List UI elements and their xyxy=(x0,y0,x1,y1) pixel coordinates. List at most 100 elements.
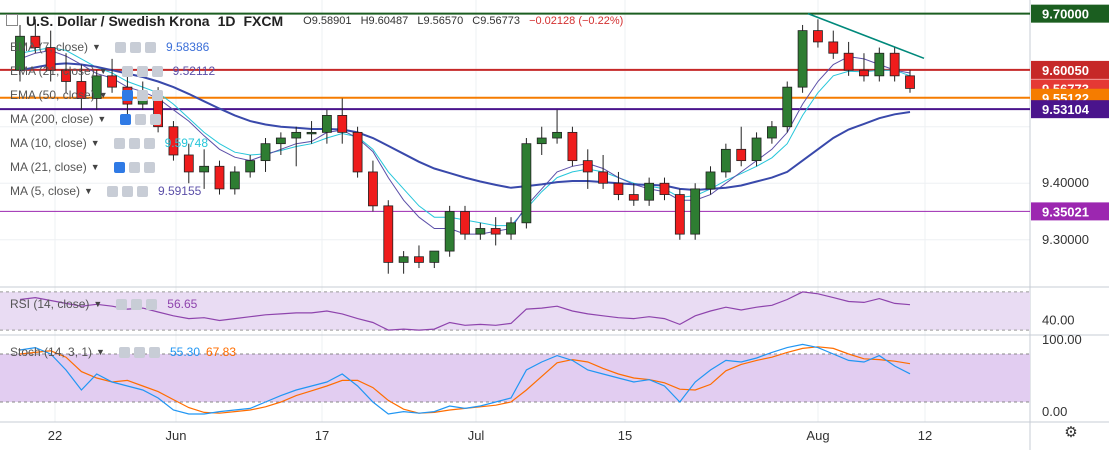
eye-icon[interactable] xyxy=(113,161,125,173)
candle xyxy=(736,126,747,167)
chevron-down-icon[interactable]: ▼ xyxy=(97,114,107,124)
candle xyxy=(183,143,194,184)
candle xyxy=(797,24,808,93)
stoch-d-value: 67.83 xyxy=(206,345,237,359)
candle xyxy=(521,138,532,229)
bull-candle-body xyxy=(245,160,256,173)
close-icon[interactable] xyxy=(146,298,158,310)
price-level-tag xyxy=(1031,4,1109,23)
gear-icon[interactable] xyxy=(129,41,141,53)
chevron-down-icon[interactable]: ▼ xyxy=(98,90,108,100)
ohlc-low: L9.56570 xyxy=(417,15,464,27)
eye-icon[interactable] xyxy=(114,41,126,53)
close-icon[interactable] xyxy=(144,41,156,53)
time-tick-label: Jul xyxy=(468,428,485,443)
price-level-tag xyxy=(1031,60,1109,79)
price-axis: 9.300009.400009.700009.600509.567739.551… xyxy=(1031,4,1109,419)
eye-icon[interactable] xyxy=(118,346,130,358)
indicator-row: MA (21, close) ▼ xyxy=(0,158,165,176)
chevron-down-icon[interactable]: ▼ xyxy=(96,347,105,357)
price-level-text: 9.60050 xyxy=(1042,63,1089,78)
candle xyxy=(720,143,731,178)
candle xyxy=(843,41,854,76)
symbol-name: U.S. Dollar / Swedish Krona xyxy=(26,13,210,29)
time-tick-label: Aug xyxy=(806,428,829,443)
bull-candle-body xyxy=(444,211,455,252)
chevron-down-icon[interactable]: ▼ xyxy=(90,162,100,172)
gear-icon[interactable] xyxy=(135,113,147,125)
price-level-tag xyxy=(1031,202,1109,221)
collapse-legend-button[interactable] xyxy=(6,14,18,26)
candle xyxy=(598,154,609,189)
gear-icon[interactable] xyxy=(131,298,143,310)
eye-icon[interactable] xyxy=(121,89,133,101)
candle xyxy=(506,217,516,240)
rsi-tick-label: 40.00 xyxy=(1042,313,1075,328)
settings-gear-icon[interactable]: ⚙ xyxy=(1064,424,1078,441)
chevron-down-icon[interactable]: ▼ xyxy=(93,299,103,309)
bear-candle-body xyxy=(813,30,823,43)
bull-candle-body xyxy=(552,131,562,139)
candle xyxy=(444,205,455,257)
eye-icon[interactable] xyxy=(120,113,132,125)
chevron-down-icon[interactable]: ▼ xyxy=(90,138,100,148)
indicator-value: 9.52112 xyxy=(172,64,216,78)
close-icon[interactable] xyxy=(150,113,162,125)
price-level-label: 9.60050 xyxy=(1031,60,1109,79)
bear-candle-body xyxy=(567,131,578,162)
stoch-pane xyxy=(0,343,1030,415)
candle xyxy=(859,53,869,82)
bull-candle-body xyxy=(229,171,240,190)
indicator-row: MA (5, close) ▼ 9.59155 xyxy=(0,182,201,200)
candle xyxy=(260,138,271,172)
moving-average-line xyxy=(19,62,911,192)
time-tick-label: 22 xyxy=(48,428,62,443)
candle xyxy=(674,188,685,240)
bull-candle-body xyxy=(475,228,486,235)
candle xyxy=(782,81,793,133)
candle xyxy=(76,64,87,110)
gear-icon[interactable] xyxy=(121,185,133,197)
close-icon[interactable] xyxy=(136,185,148,197)
chevron-down-icon[interactable]: ▼ xyxy=(92,42,101,52)
bear-candle-body xyxy=(61,69,71,82)
eye-icon[interactable] xyxy=(121,65,133,77)
close-icon[interactable] xyxy=(143,137,155,149)
close-icon[interactable] xyxy=(151,65,163,77)
bull-candle-body xyxy=(275,137,286,145)
bull-candle-body xyxy=(306,131,317,135)
trend-line xyxy=(807,12,925,60)
gear-icon[interactable] xyxy=(128,161,140,173)
candle xyxy=(751,132,762,167)
eye-icon[interactable] xyxy=(116,298,128,310)
bull-candle-body xyxy=(690,188,701,235)
bear-candle-body xyxy=(905,75,915,89)
bear-candle-body xyxy=(214,165,225,190)
bear-candle-body xyxy=(460,211,470,235)
gear-icon[interactable] xyxy=(133,346,145,358)
candle xyxy=(245,154,256,178)
close-icon[interactable] xyxy=(151,89,163,101)
time-tick-label: 17 xyxy=(315,428,329,443)
time-tick-label: Jun xyxy=(166,428,187,443)
candle xyxy=(874,47,885,82)
eye-icon[interactable] xyxy=(113,137,125,149)
indicator-row: EMA (7, close) ▼ 9.58386 xyxy=(0,38,209,56)
stoch-k-line xyxy=(19,343,911,415)
gear-icon[interactable] xyxy=(136,65,148,77)
indicator-label: EMA (21, close) xyxy=(10,64,95,78)
close-icon[interactable] xyxy=(148,346,160,358)
close-icon[interactable] xyxy=(143,161,155,173)
candle xyxy=(306,121,317,144)
gear-icon[interactable] xyxy=(136,89,148,101)
time-axis: 22 Jun 17 Jul 15 Aug 12 xyxy=(48,428,932,443)
chevron-down-icon[interactable]: ▼ xyxy=(84,186,93,196)
bear-candle-body xyxy=(613,182,624,195)
eye-icon[interactable] xyxy=(106,185,118,197)
candle xyxy=(91,70,102,110)
stoch-legend: Stoch (14, 3, 1) ▼ 55.30 67.83 xyxy=(0,343,236,361)
chevron-down-icon[interactable]: ▼ xyxy=(98,66,108,76)
gear-icon[interactable] xyxy=(128,137,140,149)
